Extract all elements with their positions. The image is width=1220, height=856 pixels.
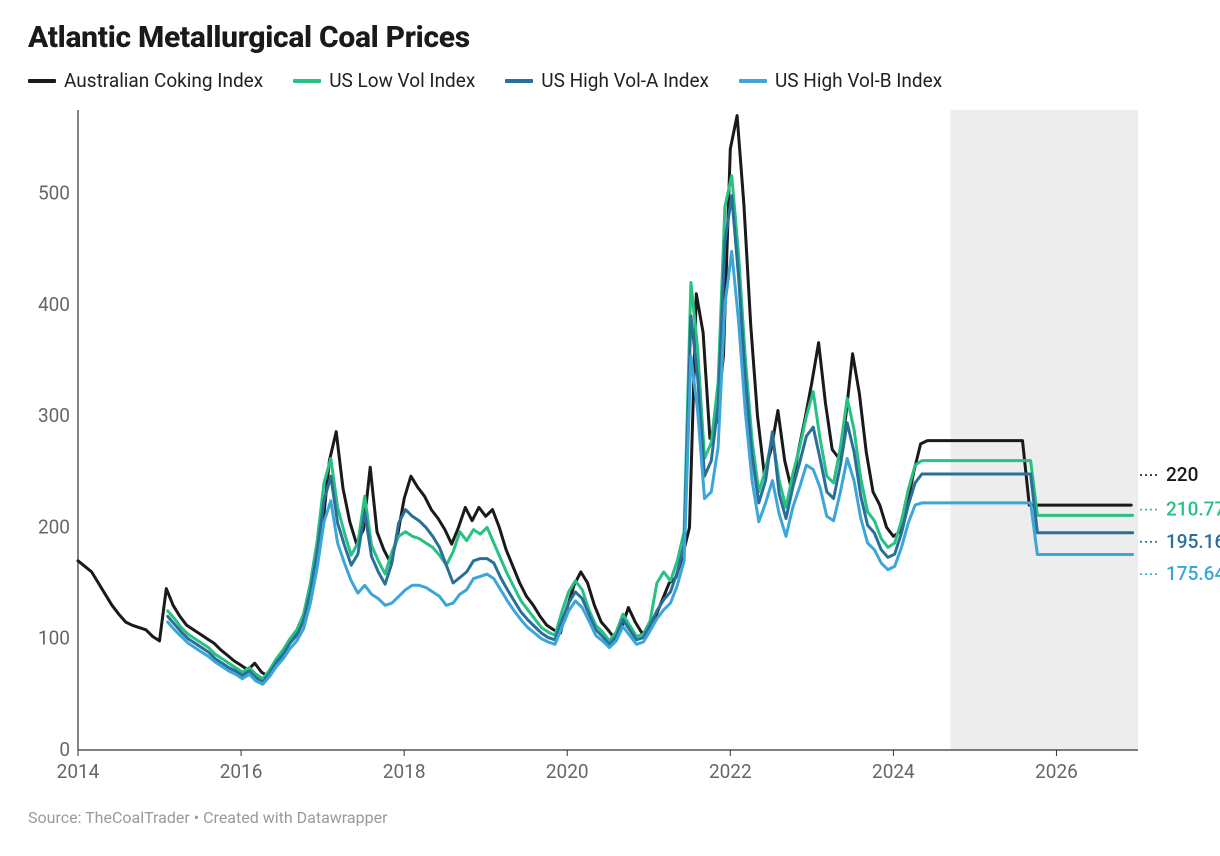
legend-swatch [739, 79, 767, 83]
y-tick-label: 0 [59, 738, 70, 761]
x-tick-label: 2016 [220, 760, 263, 783]
y-tick-label: 300 [38, 404, 70, 427]
legend-label: US High Vol-B Index [775, 69, 942, 92]
chart-container: Atlantic Metallurgical Coal Prices Austr… [0, 0, 1220, 856]
legend-label: Australian Coking Index [64, 69, 263, 92]
x-tick-label: 2020 [546, 760, 589, 783]
x-tick-label: 2022 [709, 760, 752, 783]
x-tick-label: 2014 [57, 760, 100, 783]
legend: Australian Coking Index US Low Vol Index U… [28, 69, 1192, 92]
x-tick-label: 2018 [383, 760, 426, 783]
chart-title: Atlantic Metallurgical Coal Prices [28, 20, 1192, 55]
y-tick-label: 100 [38, 627, 70, 650]
source-attribution: Source: TheCoalTrader • Created with Dat… [28, 808, 1192, 827]
end-label: 210.77 [1166, 498, 1220, 521]
line-chart-svg: 0 100 200 300 400 500 2014 2016 2018 2020 2022 2024… [28, 100, 1220, 790]
x-tick-label: 2024 [872, 760, 915, 783]
legend-item: US Low Vol Index [293, 69, 475, 92]
x-tick-label: 2026 [1035, 760, 1078, 783]
legend-item: US High Vol-A Index [505, 69, 709, 92]
end-label: 175.64 [1166, 562, 1220, 585]
legend-swatch [293, 79, 321, 83]
plot-area: 0 100 200 300 400 500 2014 2016 2018 2020 2022 2024… [28, 100, 1192, 794]
forecast-band [950, 110, 1138, 750]
legend-swatch [28, 79, 56, 83]
y-tick-label: 400 [38, 293, 70, 316]
legend-item: US High Vol-B Index [739, 69, 942, 92]
y-tick-label: 200 [38, 515, 70, 538]
end-label: 220 [1166, 463, 1198, 486]
legend-swatch [505, 79, 533, 83]
legend-item: Australian Coking Index [28, 69, 263, 92]
end-label: 195.16 [1166, 530, 1220, 553]
legend-label: US Low Vol Index [329, 69, 475, 92]
legend-label: US High Vol-A Index [541, 69, 709, 92]
y-tick-label: 500 [38, 181, 70, 204]
